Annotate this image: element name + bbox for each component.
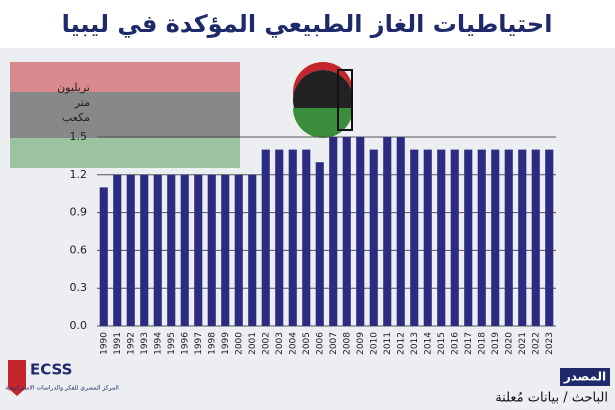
bar (369, 149, 378, 326)
bar (545, 149, 554, 326)
bar (342, 137, 351, 326)
chart-title: احتياطيات الغاز الطبيعي المؤكدة في ليبيا (62, 10, 553, 38)
y-axis-label: مكعب (62, 111, 90, 124)
bar (437, 149, 446, 326)
bar (194, 174, 203, 326)
x-tick-label: 1994 (153, 332, 163, 355)
bar (329, 137, 338, 326)
y-tick-label: 0.0 (70, 319, 88, 332)
x-tick-label: 2009 (356, 332, 366, 355)
bar (491, 149, 500, 326)
x-tick-label: 2010 (369, 332, 379, 355)
x-tick-label: 2015 (437, 332, 447, 355)
source-title-box (560, 368, 610, 386)
x-tick-label: 2002 (261, 332, 271, 355)
x-tick-label: 2014 (423, 332, 433, 355)
x-tick-label: 1992 (126, 332, 136, 355)
bar (423, 149, 432, 326)
bar (207, 174, 216, 326)
bar (167, 174, 176, 326)
bar (275, 149, 284, 326)
x-tick-label: 2003 (275, 332, 285, 355)
bar (153, 174, 162, 326)
bar (140, 174, 149, 326)
x-tick-label: 2005 (302, 332, 312, 355)
x-tick-label: 2006 (315, 332, 325, 355)
x-tick-label: 1999 (221, 332, 231, 355)
source-box: المصدر الباحث / بيانات مُعلنة (495, 368, 610, 406)
x-tick-label: 2004 (288, 332, 298, 355)
y-axis-label: متر (74, 96, 90, 109)
title-band (0, 0, 615, 48)
x-tick-label: 1990 (99, 332, 109, 355)
source: الباحث / بيانات مُعلنة (495, 391, 608, 406)
x-tick-label: 2017 (464, 332, 474, 355)
x-tick-label: 2011 (383, 332, 393, 355)
x-tick-label: 1993 (140, 332, 150, 355)
y-tick-label: 1.2 (70, 168, 88, 181)
x-tick-label: 2013 (410, 332, 420, 355)
y-axis-label: تريليون (57, 81, 90, 94)
bar (410, 149, 419, 326)
bar (504, 149, 513, 326)
x-tick-label: 1998 (207, 332, 217, 355)
bar (396, 137, 405, 326)
x-tick-label: 2007 (329, 332, 339, 355)
x-tick-label: 2022 (531, 332, 541, 355)
bar (531, 149, 540, 326)
bar (315, 162, 324, 326)
bar (99, 187, 108, 326)
x-tick-label: 2021 (518, 332, 528, 355)
x-tick-label: 2023 (545, 332, 555, 355)
y-tick-label: 0.9 (70, 206, 88, 219)
source-title: المصدر (563, 370, 606, 384)
x-tick-label: 2019 (491, 332, 501, 355)
x-tick-label: 2016 (450, 332, 460, 355)
x-tick-label: 2008 (342, 332, 352, 355)
x-tick-label: 1996 (180, 332, 190, 355)
bar (261, 149, 270, 326)
bar (221, 174, 230, 326)
y-tick-label: 0.3 (70, 281, 88, 294)
logo: ECSS المركز المصري للفكر والدراسات الاست… (5, 360, 119, 396)
flag (10, 62, 240, 168)
logo-subtitle: المركز المصري للفكر والدراسات الاستراتيج… (5, 385, 119, 392)
x-tick-label: 2018 (477, 332, 487, 355)
bar (450, 149, 459, 326)
bar (126, 174, 135, 326)
bar (477, 149, 486, 326)
x-tick-label: 2012 (396, 332, 406, 355)
bar (288, 149, 297, 326)
x-tick-label: 1991 (113, 332, 123, 355)
bar (464, 149, 473, 326)
logo-text: ECSS (30, 361, 72, 379)
y-tick-label: 0.6 (70, 243, 88, 256)
bar (518, 149, 527, 326)
bar (180, 174, 189, 326)
bar (234, 174, 243, 326)
x-tick-label: 2000 (234, 332, 244, 355)
x-tick-label: 2001 (248, 332, 258, 355)
bar (383, 137, 392, 326)
bar (248, 174, 257, 326)
x-tick-label: 2020 (504, 332, 514, 355)
y-tick-label: 1.5 (70, 130, 88, 143)
bar (113, 174, 122, 326)
x-tick-label: 1997 (194, 332, 204, 355)
bar (356, 137, 365, 326)
x-tick-label: 1995 (167, 332, 177, 355)
plot: 0.0 0.3 0.6 0.9 1.2 1.5 1990 1991 1992 1993 1994 19… (70, 130, 556, 355)
emblem (293, 62, 353, 138)
bar (302, 149, 311, 326)
